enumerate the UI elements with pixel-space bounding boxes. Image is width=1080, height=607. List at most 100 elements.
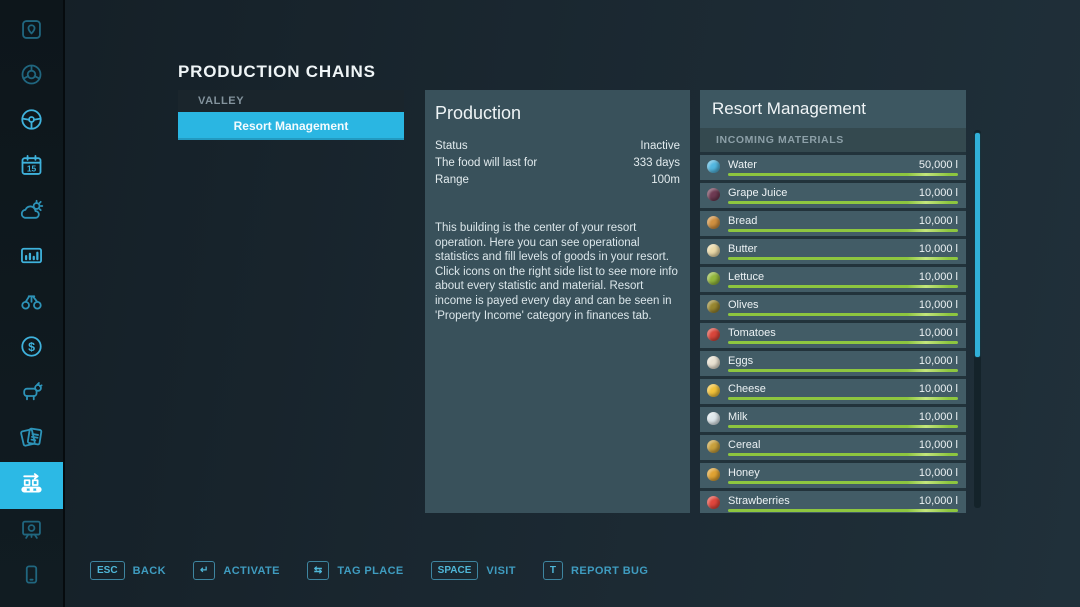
material-name: Water	[728, 159, 757, 171]
calendar-icon: 15	[18, 152, 45, 184]
hint-visit: SPACE VISIT	[430, 561, 516, 580]
materials-list: Water 50,000 l Grape Juice 10,000 l Brea…	[700, 152, 966, 513]
material-amount: 10,000 l	[918, 215, 958, 227]
production-chains-icon	[18, 469, 45, 501]
chain-item-resort-management[interactable]: Resort Management	[178, 112, 404, 140]
sidebar-item-animals[interactable]	[0, 371, 63, 416]
stat-label: The food will last for	[435, 157, 538, 169]
material-row[interactable]: Olives 10,000 l	[700, 295, 966, 320]
material-amount: 10,000 l	[918, 467, 958, 479]
weather-icon	[18, 197, 45, 229]
statistics-icon	[18, 242, 45, 274]
stat-value: Inactive	[640, 140, 680, 152]
material-amount: 50,000 l	[918, 159, 958, 171]
chain-group-header: VALLEY	[178, 90, 404, 112]
material-name: Olives	[728, 299, 759, 311]
production-chain-list: VALLEY Resort Management	[178, 90, 404, 140]
steering-wheel-icon	[18, 106, 45, 138]
honey-icon	[707, 468, 720, 481]
material-row[interactable]: Eggs 10,000 l	[700, 351, 966, 376]
material-fill-bar	[728, 229, 958, 232]
material-fill-bar	[728, 257, 958, 260]
material-name: Bread	[728, 215, 758, 227]
sidebar-item-production-chains[interactable]	[0, 461, 63, 509]
material-amount: 10,000 l	[918, 299, 958, 311]
sidebar-item-phone[interactable]	[0, 554, 63, 599]
material-name: Lettuce	[728, 271, 765, 283]
material-row[interactable]: Water 50,000 l	[700, 155, 966, 180]
sidebar-item-map[interactable]	[0, 9, 63, 54]
material-row[interactable]: Strawberries 10,000 l	[700, 491, 966, 513]
materials-scrollbar-thumb[interactable]	[974, 132, 981, 358]
milk-icon	[707, 412, 720, 425]
sidebar-item-vehicles[interactable]	[0, 100, 63, 145]
material-amount: 10,000 l	[918, 355, 958, 367]
material-row[interactable]: Cheese 10,000 l	[700, 379, 966, 404]
olives-icon	[707, 300, 720, 313]
phone-icon	[18, 561, 45, 593]
sidebar-item-statistics[interactable]	[0, 235, 63, 280]
material-row[interactable]: Butter 10,000 l	[700, 239, 966, 264]
tab-key-badge: ⇆	[306, 561, 330, 580]
sidebar-item-presentation[interactable]	[0, 509, 63, 554]
material-fill-bar	[728, 313, 958, 316]
incoming-materials-header: INCOMING MATERIALS	[700, 128, 966, 152]
sidebar-item-calendar[interactable]: 15	[0, 145, 63, 190]
stat-label: Range	[435, 174, 469, 186]
material-row[interactable]: Milk 10,000 l	[700, 407, 966, 432]
finances-icon: $	[18, 333, 45, 365]
grape-juice-icon	[707, 188, 720, 201]
production-description: This building is the center of your reso…	[435, 222, 678, 322]
material-name: Honey	[728, 467, 760, 479]
material-fill-bar	[728, 453, 958, 456]
materials-scrollbar-track[interactable]	[974, 130, 981, 508]
material-amount: 10,000 l	[918, 495, 958, 507]
material-fill-bar	[728, 285, 958, 288]
space-key-badge: SPACE	[430, 561, 479, 580]
material-row[interactable]: Honey 10,000 l	[700, 463, 966, 488]
material-fill-bar	[728, 425, 958, 428]
butter-icon	[707, 244, 720, 257]
material-row[interactable]: Grape Juice 10,000 l	[700, 183, 966, 208]
production-panel-title: Production	[435, 103, 522, 123]
bread-icon	[707, 216, 720, 229]
material-amount: 10,000 l	[918, 271, 958, 283]
sidebar-item-finances[interactable]: $	[0, 326, 63, 371]
hint-label: ACTIVATE	[223, 564, 280, 577]
cheese-icon	[707, 384, 720, 397]
material-name: Tomatoes	[728, 327, 776, 339]
esc-key-badge: ESC	[90, 561, 125, 580]
hint-tag-place: ⇆ TAG PLACE	[306, 561, 404, 580]
material-amount: 10,000 l	[918, 439, 958, 451]
material-name: Eggs	[728, 355, 754, 367]
material-amount: 10,000 l	[918, 243, 958, 255]
sidebar-item-garage[interactable]	[0, 281, 63, 326]
hint-back: ESC BACK	[90, 561, 166, 580]
material-row[interactable]: Lettuce 10,000 l	[700, 267, 966, 292]
hint-report-bug: T REPORT BUG	[542, 561, 649, 580]
production-stats: Status Inactive The food will last for 3…	[425, 138, 690, 189]
material-row[interactable]: Bread 10,000 l	[700, 211, 966, 236]
hint-label: REPORT BUG	[571, 564, 649, 577]
material-fill-bar	[728, 481, 958, 484]
sidebar-item-weather[interactable]	[0, 190, 63, 235]
hint-activate: ↵ ACTIVATE	[192, 561, 280, 580]
material-fill-bar	[728, 397, 958, 400]
material-row[interactable]: Tomatoes 10,000 l	[700, 323, 966, 348]
material-fill-bar	[728, 369, 958, 372]
vehicle-icon	[18, 287, 45, 319]
page-title: PRODUCTION CHAINS	[178, 62, 376, 81]
stat-value: 333 days	[633, 157, 680, 169]
sidebar-item-contracts[interactable]	[0, 417, 63, 462]
map-icon	[18, 16, 45, 48]
network-icon	[18, 61, 45, 93]
sidebar: 15 $	[0, 0, 65, 607]
stat-row-status: Status Inactive	[435, 138, 680, 155]
material-name: Grape Juice	[728, 187, 788, 199]
material-amount: 10,000 l	[918, 383, 958, 395]
stat-value: 100m	[651, 174, 680, 186]
sidebar-item-network[interactable]	[0, 54, 63, 99]
hint-label: BACK	[132, 564, 166, 577]
hint-label: VISIT	[486, 564, 516, 577]
material-row[interactable]: Cereal 10,000 l	[700, 435, 966, 460]
